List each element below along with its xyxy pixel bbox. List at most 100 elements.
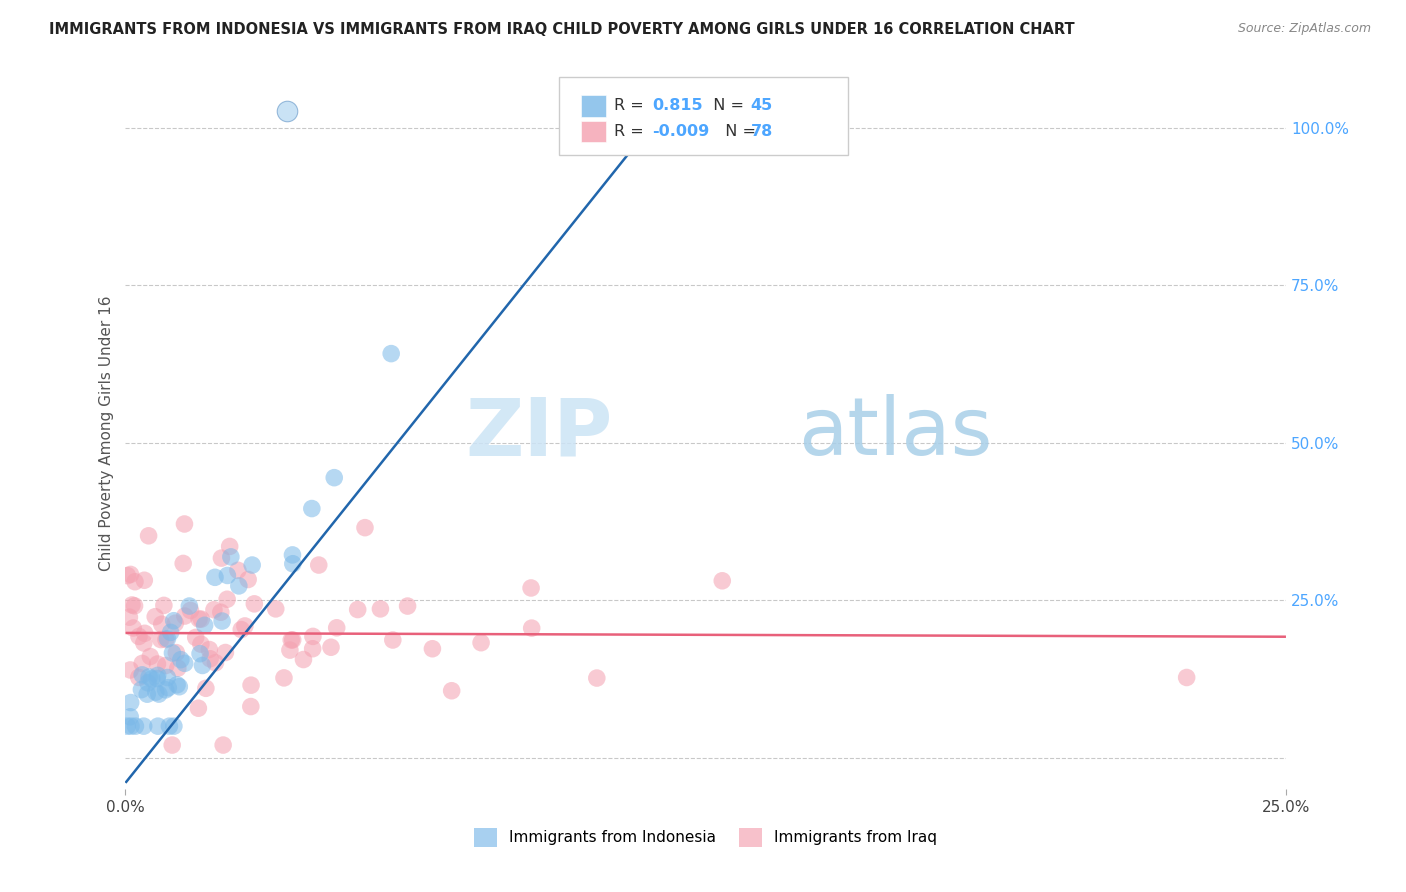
Point xyxy=(301,641,323,656)
Point xyxy=(308,558,330,572)
Legend: Immigrants from Indonesia, Immigrants from Iraq: Immigrants from Indonesia, Immigrants fr… xyxy=(468,822,943,853)
Point xyxy=(239,699,262,714)
Point xyxy=(165,616,187,631)
Point xyxy=(136,687,159,701)
Point xyxy=(188,647,211,661)
Point xyxy=(422,641,444,656)
Point xyxy=(179,599,201,613)
Text: Source: ZipAtlas.com: Source: ZipAtlas.com xyxy=(1237,22,1371,36)
Point xyxy=(120,710,142,724)
Point xyxy=(139,649,162,664)
Point xyxy=(381,632,404,647)
Text: -0.009: -0.009 xyxy=(652,124,710,139)
Point xyxy=(145,685,167,699)
Point xyxy=(202,603,225,617)
Point xyxy=(146,672,169,686)
Point xyxy=(264,602,287,616)
Point xyxy=(173,609,195,624)
Point xyxy=(153,599,176,613)
Point xyxy=(120,567,142,582)
Point xyxy=(240,678,263,692)
Point xyxy=(136,675,159,690)
Point xyxy=(198,652,221,666)
Point xyxy=(281,548,304,562)
Point xyxy=(172,557,194,571)
Point xyxy=(585,671,607,685)
Point xyxy=(146,719,169,733)
Point xyxy=(280,632,302,647)
Point xyxy=(149,632,172,647)
Text: 78: 78 xyxy=(751,124,773,139)
Point xyxy=(191,658,214,673)
Point xyxy=(141,672,163,686)
Point xyxy=(470,636,492,650)
Point xyxy=(157,681,180,695)
Point xyxy=(163,614,186,628)
Point xyxy=(302,629,325,643)
Point xyxy=(440,683,463,698)
Point xyxy=(121,598,143,612)
Text: atlas: atlas xyxy=(799,394,993,472)
Point xyxy=(156,632,179,646)
Point xyxy=(131,682,153,697)
Point xyxy=(143,609,166,624)
Point xyxy=(146,657,169,671)
Point xyxy=(204,570,226,584)
Point xyxy=(170,653,193,667)
Point xyxy=(711,574,734,588)
Point xyxy=(217,592,239,607)
Point xyxy=(520,581,543,595)
Point xyxy=(134,626,156,640)
Point xyxy=(273,671,295,685)
Point xyxy=(370,602,392,616)
Point xyxy=(281,632,304,647)
Point xyxy=(319,640,342,655)
Point xyxy=(240,558,263,572)
Point xyxy=(194,681,217,696)
Text: 0.815: 0.815 xyxy=(652,98,703,113)
Point xyxy=(155,632,177,647)
Point xyxy=(520,621,543,635)
Point xyxy=(211,614,233,628)
Point xyxy=(233,619,256,633)
Point xyxy=(228,579,250,593)
Point xyxy=(212,738,235,752)
Point xyxy=(132,636,155,650)
Point xyxy=(155,682,177,697)
Point xyxy=(173,657,195,671)
Point xyxy=(134,574,156,588)
Point xyxy=(146,668,169,682)
Point xyxy=(120,696,142,710)
Point xyxy=(173,516,195,531)
Point xyxy=(204,656,226,670)
Point xyxy=(155,658,177,673)
Point xyxy=(157,719,180,733)
Text: IMMIGRANTS FROM INDONESIA VS IMMIGRANTS FROM IRAQ CHILD POVERTY AMONG GIRLS UNDE: IMMIGRANTS FROM INDONESIA VS IMMIGRANTS … xyxy=(49,22,1074,37)
Point xyxy=(131,668,153,682)
Point xyxy=(124,719,146,733)
Y-axis label: Child Poverty Among Girls Under 16: Child Poverty Among Girls Under 16 xyxy=(100,295,114,571)
Point xyxy=(217,568,239,582)
Point xyxy=(301,501,323,516)
Text: 45: 45 xyxy=(751,98,773,113)
Point xyxy=(117,568,139,582)
Text: R =: R = xyxy=(614,124,650,139)
Point xyxy=(188,612,211,626)
Point xyxy=(184,631,207,645)
Point xyxy=(124,574,146,589)
Point xyxy=(219,549,242,564)
Point xyxy=(138,670,160,684)
Point xyxy=(124,599,146,613)
Point xyxy=(209,605,232,619)
Point xyxy=(148,687,170,701)
Point xyxy=(115,719,138,733)
Point xyxy=(160,738,183,752)
Point xyxy=(190,637,212,651)
Point xyxy=(162,646,184,660)
Point xyxy=(380,346,402,360)
Point xyxy=(281,557,304,571)
Point xyxy=(236,573,259,587)
Point xyxy=(150,617,173,632)
Point xyxy=(209,551,232,566)
Point xyxy=(190,612,212,626)
